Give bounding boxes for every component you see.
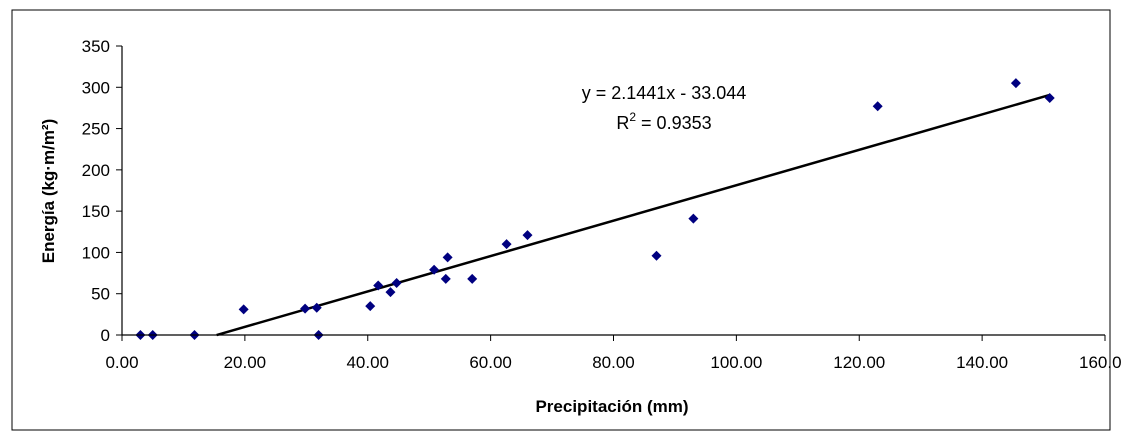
y-tick-label: 150 [82, 202, 110, 221]
data-point [300, 303, 311, 314]
y-tick-label: 100 [82, 243, 110, 262]
data-point [688, 213, 699, 224]
x-tick-label: 0.00 [105, 353, 138, 372]
data-point [1010, 78, 1021, 89]
chart-frame [11, 9, 1111, 431]
data-point [373, 280, 384, 291]
x-tick-label: 40.00 [346, 353, 389, 372]
data-point [501, 239, 512, 250]
data-point [311, 302, 322, 313]
x-tick-label: 160.00 [1079, 353, 1122, 372]
x-tick-label: 80.00 [592, 353, 635, 372]
data-point [385, 287, 396, 298]
x-tick-label: 140.00 [956, 353, 1008, 372]
y-axis-title: Energía (kg·m/m²) [39, 119, 58, 264]
data-point [365, 301, 376, 312]
y-tick-label: 250 [82, 120, 110, 139]
x-tick-label: 120.00 [833, 353, 885, 372]
trendline-equation: y = 2.1441x - 33.044 [582, 83, 747, 103]
x-tick-label: 60.00 [469, 353, 512, 372]
data-point [391, 277, 402, 288]
data-point [442, 252, 453, 263]
y-tick-label: 300 [82, 78, 110, 97]
data-point [872, 101, 883, 112]
trendline [216, 93, 1051, 337]
r-squared-symbol: R [616, 113, 629, 133]
r-squared-superscript: 2 [629, 110, 636, 124]
r-squared-label: R2 = 0.9353 [616, 110, 711, 133]
data-point [651, 250, 662, 261]
data-point [467, 273, 478, 284]
x-tick-label: 20.00 [224, 353, 267, 372]
y-tick-label: 350 [82, 37, 110, 56]
y-tick-label: 50 [91, 285, 110, 304]
x-axis-title: Precipitación (mm) [535, 397, 688, 416]
trendline-group [216, 93, 1051, 337]
x-tick-label: 100.00 [710, 353, 762, 372]
r-squared-value: = 0.9353 [636, 113, 712, 133]
tick-group: 0 50 100 150 200 250 300 350 0.00 20.00 40.00 60.00… [82, 37, 1122, 372]
data-point [238, 304, 249, 315]
data-point [440, 273, 451, 284]
data-point [522, 230, 533, 241]
y-tick-label: 200 [82, 161, 110, 180]
data-point [1044, 93, 1055, 104]
data-point [429, 264, 440, 275]
y-tick-label: 0 [101, 326, 110, 345]
